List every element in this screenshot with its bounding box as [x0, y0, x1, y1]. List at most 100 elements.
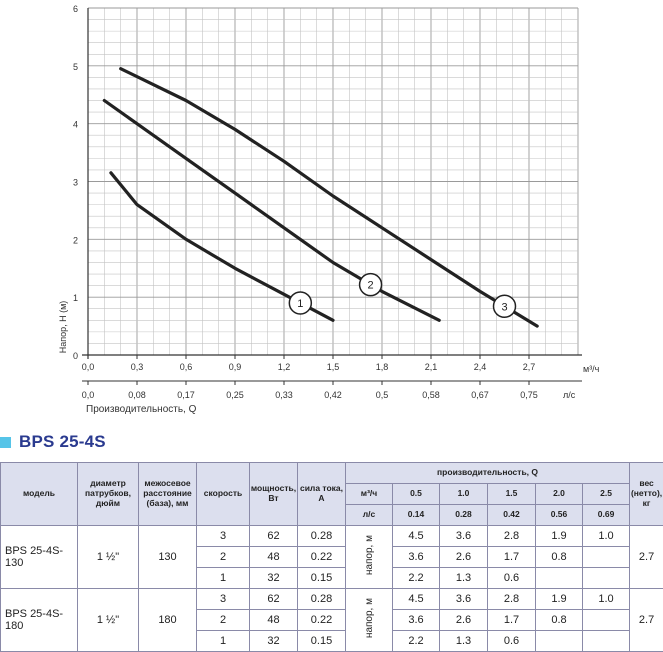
head-value-cell: 3.6	[440, 526, 488, 547]
flow-ls-2: 0.42	[488, 505, 536, 526]
power-cell: 32	[250, 568, 298, 589]
x-tick-label: 2,4	[474, 362, 487, 372]
head-value-cell: 4.5	[393, 589, 440, 610]
flow-ls-3: 0.56	[536, 505, 583, 526]
x-tick-label: 0,0	[82, 362, 95, 372]
power-cell: 62	[250, 526, 298, 547]
flow-ls-0: 0.14	[393, 505, 440, 526]
flow-m3h-2: 1.5	[488, 484, 536, 505]
head-value-cell: 1.9	[536, 589, 583, 610]
head-value-cell	[583, 610, 630, 631]
x-tick-label: 2,7	[523, 362, 536, 372]
power-cell: 32	[250, 631, 298, 652]
head-value-cell: 1.9	[536, 526, 583, 547]
head-value-cell: 1.0	[583, 589, 630, 610]
power-cell: 48	[250, 547, 298, 568]
head-value-cell: 2.2	[393, 568, 440, 589]
model-distance: 180	[139, 589, 197, 652]
header-power: мощность, Вт	[250, 463, 298, 526]
head-value-cell	[583, 631, 630, 652]
header-current: сила тока, А	[298, 463, 346, 526]
y-axis-label: Напор, H (м)	[58, 301, 68, 354]
current-cell: 0.15	[298, 568, 346, 589]
header-distance: межосевое расстояние (база), мм	[139, 463, 197, 526]
head-value-cell	[536, 631, 583, 652]
head-value-cell: 3.6	[440, 589, 488, 610]
speed-cell: 1	[197, 631, 250, 652]
y-tick-label: 1	[73, 293, 78, 303]
header-ls: л/с	[346, 505, 393, 526]
model-diameter: 1 ½"	[78, 589, 139, 652]
speed-cell: 1	[197, 568, 250, 589]
heading-marker	[0, 437, 11, 448]
header-m3h: м³/ч	[346, 484, 393, 505]
x-tick-label: 0,9	[229, 362, 242, 372]
header-flow: производительность, Q	[346, 463, 630, 484]
head-value-cell	[583, 568, 630, 589]
x2-tick-label: 0,0	[82, 390, 95, 400]
head-value-cell: 2.8	[488, 589, 536, 610]
model-distance: 130	[139, 526, 197, 589]
speed-cell: 2	[197, 547, 250, 568]
head-value-cell: 1.3	[440, 568, 488, 589]
flow-m3h-3: 2.0	[536, 484, 583, 505]
x2-tick-label: 0,33	[275, 390, 293, 400]
x-tick-label: 1,5	[327, 362, 340, 372]
power-cell: 62	[250, 589, 298, 610]
y-tick-label: 5	[73, 62, 78, 72]
head-value-cell: 2.8	[488, 526, 536, 547]
x-unit-primary: м³/ч	[583, 364, 600, 374]
speed-cell: 2	[197, 610, 250, 631]
x-tick-label: 0,3	[131, 362, 144, 372]
x2-tick-label: 0,25	[226, 390, 244, 400]
chart-series: 123	[104, 69, 537, 326]
head-value-cell: 0.8	[536, 610, 583, 631]
head-value-cell: 2.6	[440, 547, 488, 568]
header-weight: вес (нетто), кг	[630, 463, 663, 526]
series-curve-3	[121, 69, 538, 326]
speed-cell: 3	[197, 589, 250, 610]
power-cell: 48	[250, 610, 298, 631]
y-tick-label: 2	[73, 235, 78, 245]
head-label: напор, м	[364, 598, 375, 638]
series-label-2: 2	[368, 280, 374, 292]
speed-cell: 3	[197, 526, 250, 547]
header-speed: скорость	[197, 463, 250, 526]
model-weight: 2.7	[630, 589, 663, 652]
model-name: BPS 25-4S-180	[1, 589, 78, 652]
x2-tick-label: 0,17	[177, 390, 195, 400]
head-value-cell: 0.6	[488, 631, 536, 652]
flow-ls-4: 0.69	[583, 505, 630, 526]
x-axis-label: Производительность, Q	[86, 404, 197, 415]
head-value-cell: 2.2	[393, 631, 440, 652]
current-cell: 0.28	[298, 589, 346, 610]
head-value-cell: 3.6	[393, 547, 440, 568]
head-value-cell	[536, 568, 583, 589]
head-value-cell	[583, 547, 630, 568]
head-value-cell: 1.0	[583, 526, 630, 547]
model-name: BPS 25-4S-130	[1, 526, 78, 589]
head-value-cell: 2.6	[440, 610, 488, 631]
x-unit-secondary: л/с	[563, 390, 576, 400]
model-diameter: 1 ½"	[78, 526, 139, 589]
x2-tick-label: 0,5	[376, 390, 389, 400]
x2-tick-label: 0,75	[520, 390, 538, 400]
x2-tick-label: 0,42	[324, 390, 342, 400]
x-tick-label: 1,8	[376, 362, 389, 372]
y-tick-label: 0	[73, 351, 78, 361]
x-tick-label: 2,1	[425, 362, 438, 372]
model-weight: 2.7	[630, 526, 663, 589]
x2-tick-label: 0,08	[128, 390, 146, 400]
model-title: BPS 25-4S	[19, 432, 106, 452]
x2-tick-label: 0,58	[422, 390, 440, 400]
head-value-cell: 0.8	[536, 547, 583, 568]
header-diameter: диаметр патрубков, дюйм	[78, 463, 139, 526]
head-value-cell: 0.6	[488, 568, 536, 589]
x-tick-label: 1,2	[278, 362, 291, 372]
flow-ls-1: 0.28	[440, 505, 488, 526]
header-model: модель	[1, 463, 78, 526]
head-value-cell: 4.5	[393, 526, 440, 547]
